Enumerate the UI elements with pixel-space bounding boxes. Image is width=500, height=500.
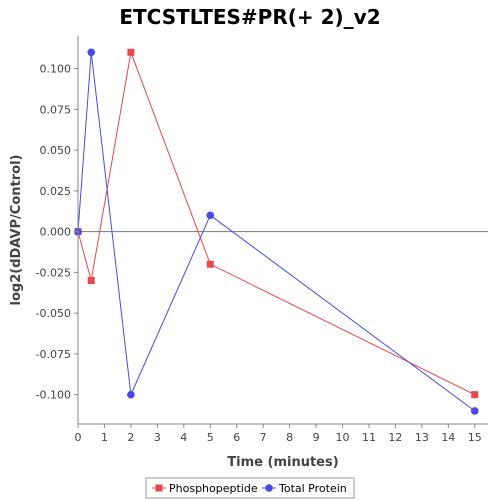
legend-item[interactable]: Total Protein	[262, 482, 347, 495]
data-point[interactable]	[470, 407, 479, 415]
x-tick-label: 1	[101, 431, 108, 444]
y-tick-label: 0.075	[40, 103, 72, 116]
x-tick-label: 9	[313, 431, 320, 444]
legend-label: Phosphopeptide	[169, 482, 258, 495]
legend-marker	[265, 484, 273, 492]
legend-item[interactable]: Phosphopeptide	[152, 482, 258, 495]
data-point[interactable]	[206, 260, 214, 268]
y-axis-label: log2(dDAVP/Control)	[9, 155, 24, 306]
data-point[interactable]	[206, 211, 215, 220]
y-tick-label: -0.025	[36, 266, 71, 279]
y-tick-label: -0.100	[36, 389, 71, 402]
legend: Phosphopeptide Total Protein	[145, 477, 355, 499]
x-tick-label: 11	[362, 431, 376, 444]
data-point[interactable]	[127, 48, 135, 56]
data-point[interactable]	[87, 48, 96, 57]
x-tick-label: 2	[127, 431, 134, 444]
x-tick-label: 6	[233, 431, 240, 444]
x-tick-label: 5	[207, 431, 214, 444]
legend-box	[145, 477, 355, 499]
chart-title: ETCSTLTES#PR(+ 2)_v2	[119, 5, 380, 29]
x-tick-label: 10	[336, 431, 350, 444]
y-tick-label: -0.050	[36, 307, 71, 320]
data-point[interactable]	[127, 390, 135, 399]
x-tick-label: 12	[388, 431, 402, 444]
y-tick-label: 0.025	[40, 185, 72, 198]
legend-marker	[155, 484, 163, 492]
legend-label: Total Protein	[278, 482, 347, 495]
x-tick-label: 8	[286, 431, 293, 444]
x-tick-label: 7	[260, 431, 267, 444]
series-total-protein	[74, 48, 479, 415]
data-point[interactable]	[471, 391, 479, 399]
x-axis-label: Time (minutes)	[227, 455, 338, 470]
x-tick-label: 3	[154, 431, 161, 444]
x-tick-label: 4	[180, 431, 187, 444]
x-tick-label: 15	[468, 431, 482, 444]
y-tick-label: 0.000	[40, 226, 72, 239]
data-point[interactable]	[87, 277, 95, 285]
x-tick-label: 0	[75, 431, 82, 444]
y-tick-label: -0.075	[36, 348, 71, 361]
x-tick-label: 14	[441, 431, 455, 444]
x-tick-label: 13	[415, 431, 429, 444]
y-tick-label: 0.050	[40, 144, 72, 157]
y-tick-label: 0.100	[40, 63, 72, 76]
plot-area	[78, 36, 488, 424]
